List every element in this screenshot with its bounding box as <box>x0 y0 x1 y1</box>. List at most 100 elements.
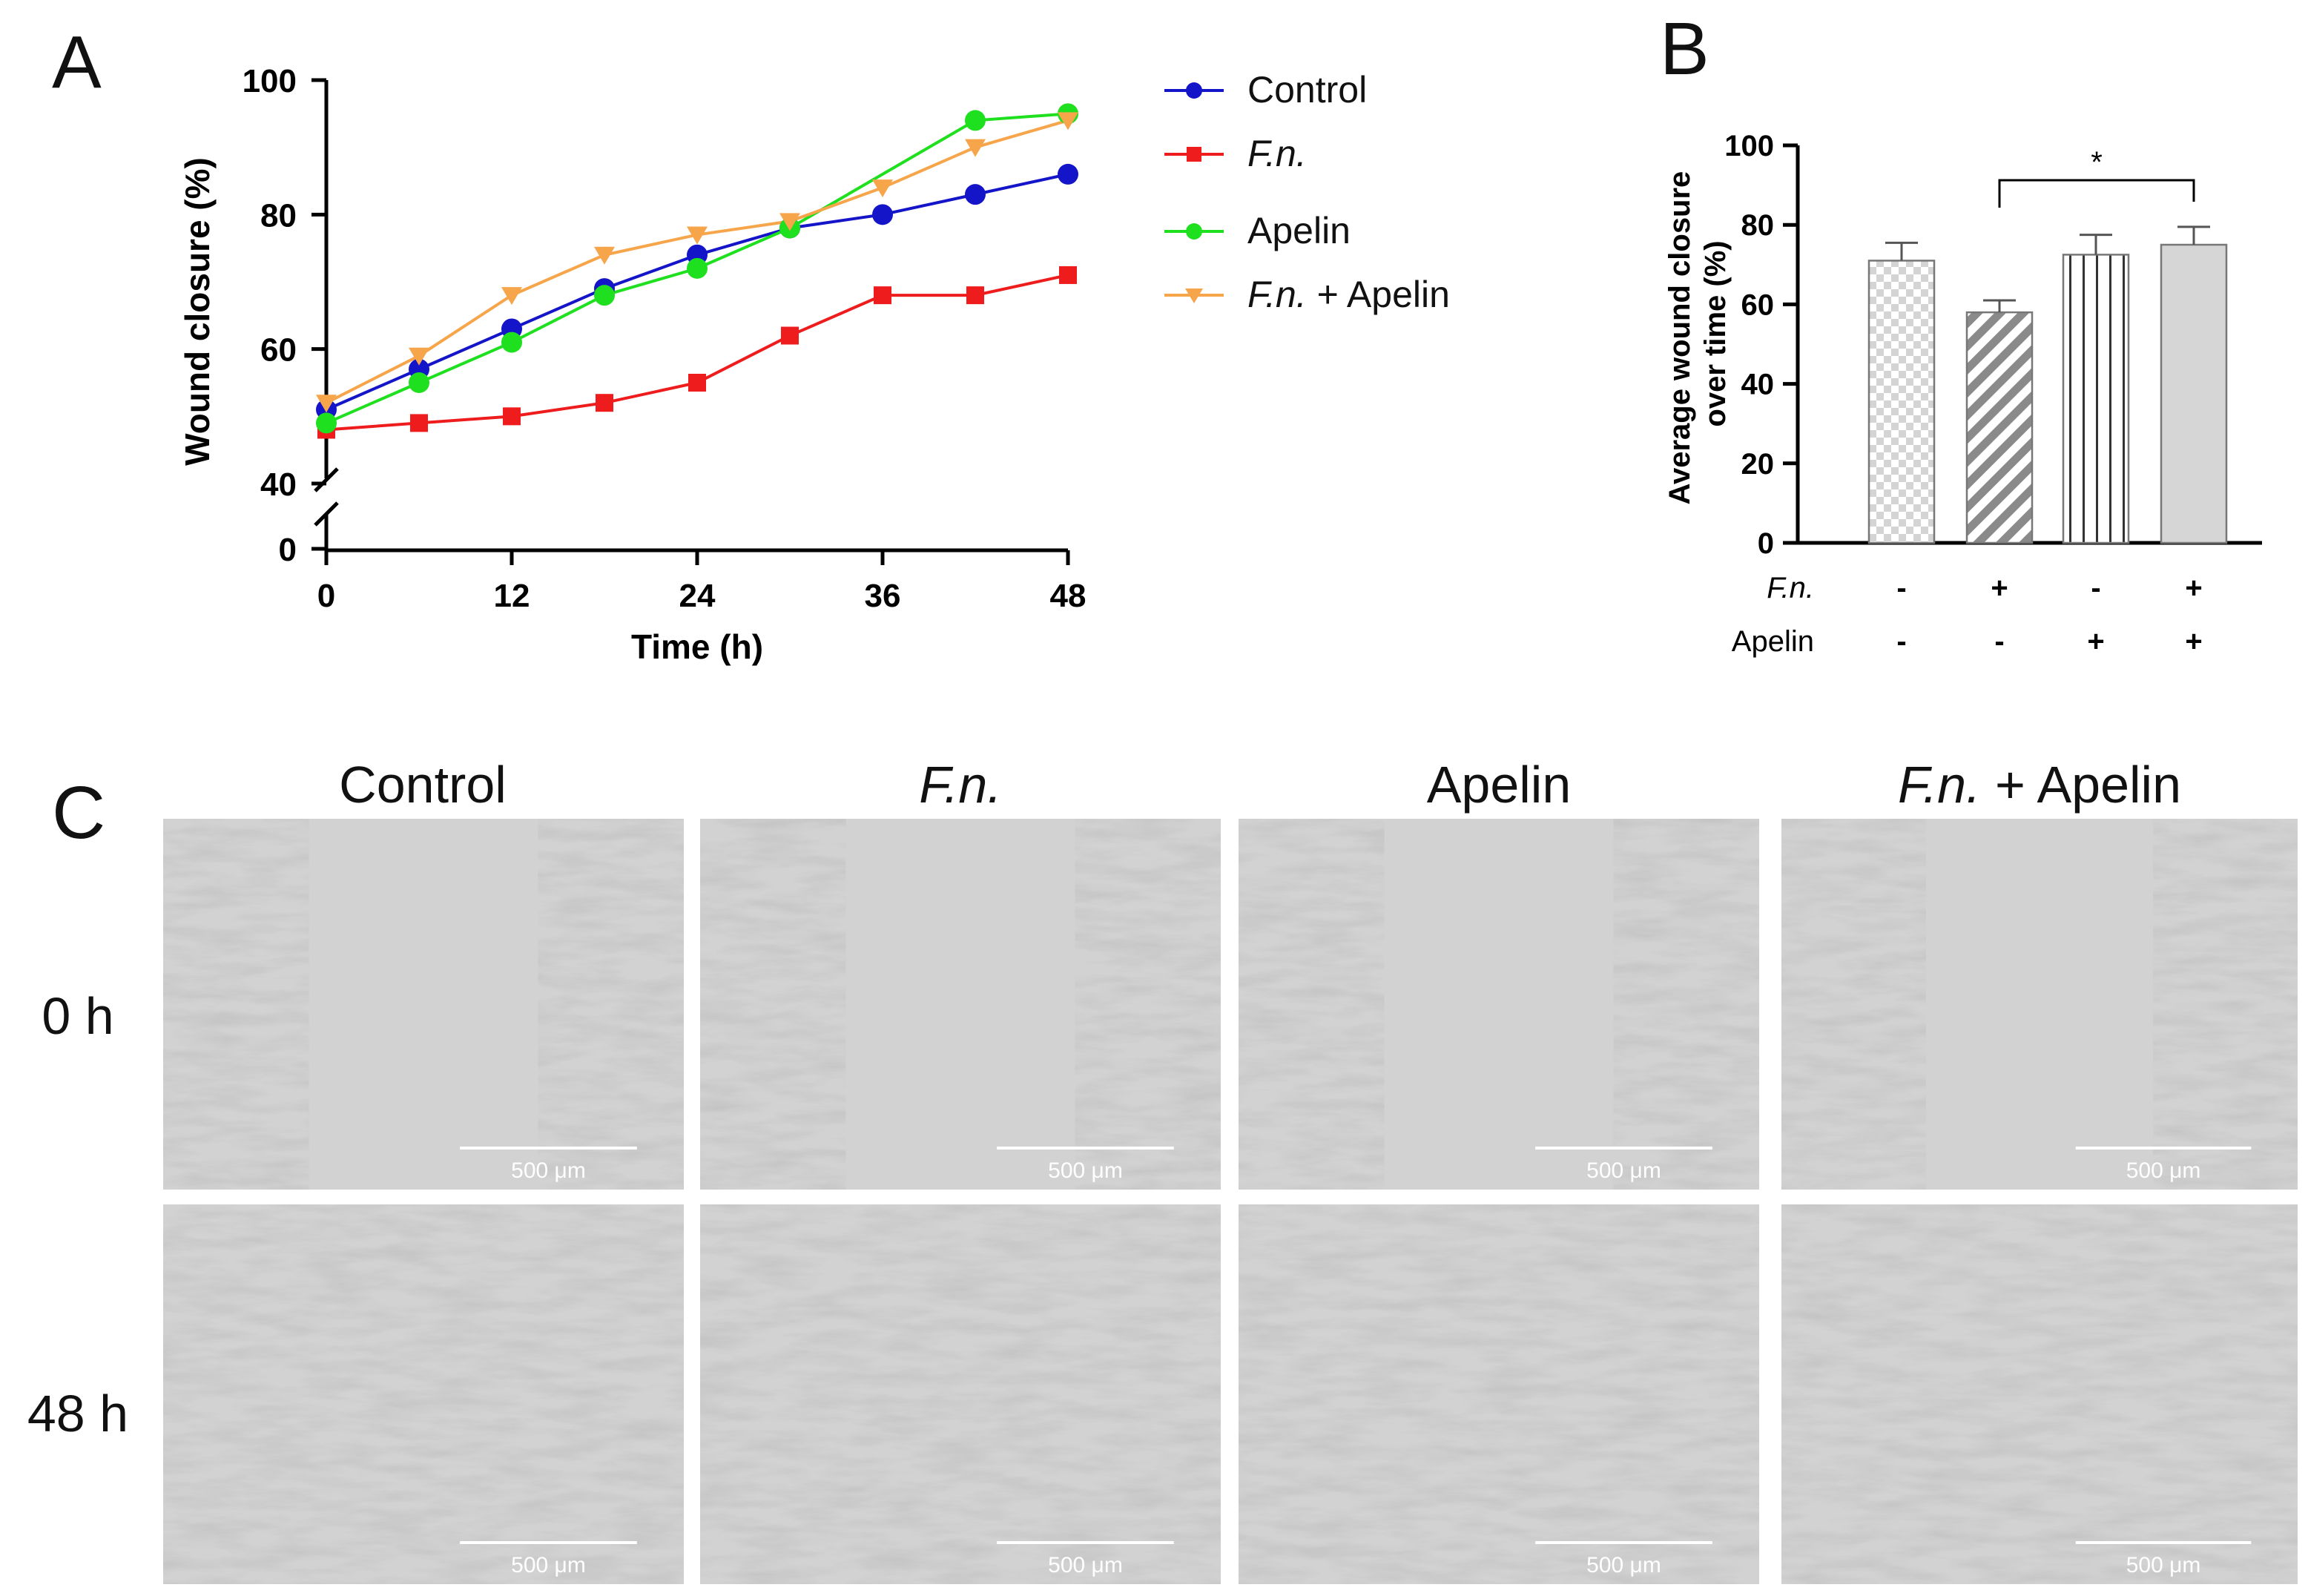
legend-label: Apelin <box>1247 210 1351 251</box>
y-axis-title: Wound closure (%) <box>178 157 217 466</box>
cell-layer <box>700 1204 1221 1584</box>
y-tick-label: 80 <box>1741 209 1775 242</box>
legend-item: F.n. <box>1164 133 1307 174</box>
data-point <box>594 246 615 265</box>
data-point <box>965 184 986 205</box>
data-point <box>965 110 986 131</box>
micrograph-image: 500 μm <box>700 1204 1221 1584</box>
micrograph-image: 500 μm <box>163 819 684 1190</box>
data-point <box>872 179 893 198</box>
legend-swatch-marker <box>1186 82 1202 99</box>
series-line <box>326 273 1069 432</box>
scale-bar-label: 500 μm <box>2126 1158 2201 1183</box>
condition-mark: + <box>2087 625 2104 658</box>
y-tick-label: 60 <box>1741 288 1775 321</box>
legend-swatch-marker <box>1187 147 1201 162</box>
bar <box>1867 260 1936 544</box>
condition-table: F.n. - + - + Apelin - - + + <box>1732 572 2203 658</box>
data-point <box>1058 163 1078 185</box>
column-header: F.n. + Apelin <box>1898 756 2181 814</box>
axis-break-mark-upper <box>314 467 339 492</box>
data-point <box>781 326 799 345</box>
y-tick-label: 40 <box>1741 369 1775 401</box>
panel-label-c: C <box>52 771 105 854</box>
micrograph-image: 500 μm <box>1781 1204 2298 1584</box>
y-axis-title-line-1: Average wound closure <box>1664 171 1696 505</box>
legend-item: F.n. + Apelin <box>1164 274 1450 315</box>
y-axis-title: Average wound closure over time (%) <box>1664 163 1732 505</box>
data-point <box>779 213 800 231</box>
condition-mark: - <box>1896 625 1906 658</box>
micrograph-image: 500 μm <box>700 819 1221 1190</box>
cell-layer <box>1239 1204 1759 1584</box>
y-tick-label: 40 <box>260 466 297 503</box>
condition-mark: - <box>1896 572 1906 604</box>
legend-label: F.n. + Apelin <box>1247 274 1450 315</box>
legend-item: Control <box>1164 69 1367 111</box>
cell-layer-right <box>538 819 684 1190</box>
data-point <box>596 394 613 412</box>
legend-swatch-marker <box>1185 288 1203 303</box>
scale-bar-label: 500 μm <box>511 1158 586 1183</box>
micrograph-image: 500 μm <box>163 1204 684 1584</box>
legend: Control F.n. Apelin F.n. + Apelin <box>1164 69 1450 315</box>
y-tick-label: 100 <box>243 63 297 99</box>
micrograph-grid: Control F.n. Apelin F.n. + Apelin 0 h 48 h 500… <box>27 756 2298 1584</box>
cell-layer <box>163 1204 684 1584</box>
data-point <box>501 287 522 306</box>
significance-bracket: * <box>1998 146 2195 208</box>
column-header: Control <box>339 756 507 814</box>
x-tick-label: 0 <box>317 578 335 614</box>
data-point <box>316 412 337 434</box>
data-point <box>316 395 337 413</box>
data-point <box>965 139 986 157</box>
column-header: F.n. <box>919 756 1002 814</box>
data-point <box>1059 266 1077 284</box>
data-point <box>687 257 708 279</box>
significance-label: * <box>2091 146 2103 179</box>
condition-mark: - <box>1994 625 2004 658</box>
cell-layer-left <box>163 819 309 1190</box>
scale-bar-label: 500 μm <box>1586 1158 1661 1183</box>
data-point <box>966 286 984 305</box>
condition-mark: + <box>2185 625 2202 658</box>
cell-layer-left <box>1781 819 1926 1190</box>
x-tick-label: 48 <box>1050 578 1087 614</box>
condition-row-label: F.n. <box>1767 572 1814 604</box>
y-tick-label: 0 <box>279 532 297 568</box>
y-tick-label: 60 <box>260 332 297 369</box>
x-tick-label: 36 <box>865 578 901 614</box>
scale-bar-label: 500 μm <box>2126 1553 2201 1577</box>
axis-break-mark-lower <box>314 501 339 527</box>
condition-mark: - <box>2091 572 2100 604</box>
data-point <box>594 285 615 306</box>
data-point <box>410 414 428 432</box>
y-tick-label: 100 <box>1724 130 1774 162</box>
x-axis-title: Time (h) <box>631 627 763 666</box>
condition-mark: + <box>1991 572 2008 604</box>
line-chart-wound-closure: 40 60 80 100 00 12 24 36 48 Wound closure (%) Ti… <box>178 63 1450 666</box>
y-axis-title-line-2: over time (%) <box>1699 240 1732 426</box>
micrograph-image: 500 μm <box>1239 819 1759 1190</box>
cell-layer-right <box>1613 819 1759 1190</box>
column-header: Apelin <box>1427 756 1572 814</box>
x-tick-label: 12 <box>494 578 530 614</box>
data-point <box>1058 112 1078 131</box>
bar <box>2062 254 2130 544</box>
bar <box>1965 311 2034 544</box>
cell-layer-left <box>1239 819 1385 1190</box>
significance-line <box>1998 179 2195 208</box>
condition-row-label: Apelin <box>1732 625 1814 658</box>
legend-swatch-marker <box>1186 223 1202 240</box>
data-point <box>687 226 708 245</box>
series-line <box>326 112 1069 425</box>
cell-layer-right <box>1075 819 1221 1190</box>
bar <box>2160 243 2228 544</box>
scale-bar-label: 500 μm <box>1048 1158 1123 1183</box>
data-point <box>501 332 522 353</box>
scale-bar-label: 500 μm <box>511 1553 586 1577</box>
data-point <box>409 372 429 393</box>
cell-layer-left <box>700 819 846 1190</box>
data-point <box>503 407 521 426</box>
